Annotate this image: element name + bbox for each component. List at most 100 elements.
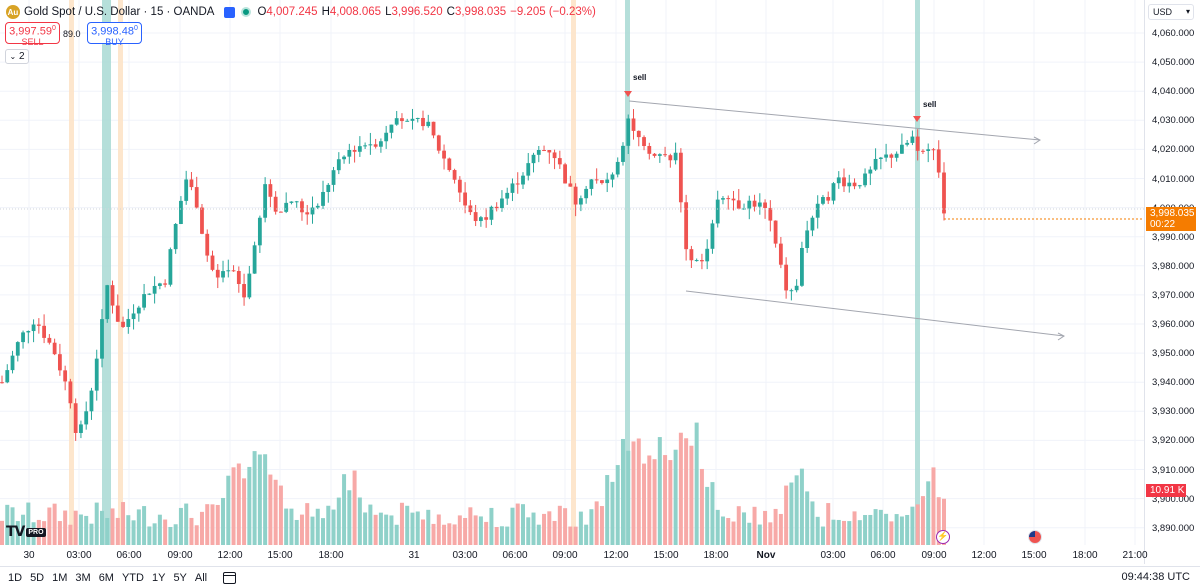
- clock[interactable]: 09:44:38 UTC: [1121, 571, 1190, 583]
- indicators-collapse-button[interactable]: ⌄ 2: [5, 49, 29, 64]
- candle-body: [315, 205, 320, 208]
- volume-bar: [394, 524, 399, 545]
- range-button-1d[interactable]: 1D: [8, 571, 23, 584]
- candle-body: [842, 177, 846, 187]
- volume-bar: [257, 454, 262, 545]
- range-button-1m[interactable]: 1M: [52, 571, 68, 584]
- price-tick-label: 3,920.000: [1152, 435, 1195, 447]
- price-tick-label: 3,900.000: [1152, 493, 1195, 505]
- time-tick-label: 15:00: [653, 550, 679, 561]
- volume-bar: [484, 521, 489, 545]
- range-button-1y[interactable]: 1Y: [151, 571, 166, 584]
- candle-body: [215, 269, 220, 278]
- sell-signal-label: sell: [923, 100, 936, 109]
- candle-body: [184, 179, 189, 201]
- candle-body: [273, 196, 278, 212]
- sell-button[interactable]: 3,997.590 SELL: [5, 22, 60, 47]
- candle-body: [442, 150, 446, 159]
- volume-bar: [342, 474, 347, 545]
- flash-icon[interactable]: ⚡: [936, 530, 950, 544]
- candle-body: [47, 337, 52, 343]
- candle-body: [26, 331, 31, 333]
- close-label: C: [446, 6, 455, 18]
- volume-bar: [926, 481, 931, 545]
- candle-body: [379, 141, 383, 147]
- volume-bar: [447, 523, 452, 545]
- candle-body: [747, 200, 752, 209]
- volume-bar: [805, 491, 810, 545]
- time-tick-label: 12:00: [971, 550, 997, 561]
- volume-bar: [778, 513, 783, 545]
- volume-bar: [105, 517, 110, 545]
- candle-body: [205, 233, 210, 256]
- price-axis[interactable]: [1144, 0, 1200, 564]
- candle-body: [173, 223, 178, 250]
- time-tick-label: 09:00: [921, 550, 947, 561]
- volume-bar: [473, 515, 478, 545]
- candle-body: [863, 173, 867, 186]
- candle-body: [831, 183, 836, 201]
- range-button-5d[interactable]: 5D: [30, 571, 45, 584]
- volume-bar: [663, 455, 668, 545]
- candle-body: [631, 118, 636, 131]
- volume-bar: [426, 509, 431, 545]
- candle-body: [736, 200, 741, 209]
- candle-body: [389, 124, 394, 133]
- volume-bar: [315, 508, 320, 545]
- candle-body: [494, 206, 499, 209]
- candle-body: [557, 158, 562, 165]
- range-button-3m[interactable]: 3M: [75, 571, 91, 584]
- us-flag-icon[interactable]: [1028, 530, 1042, 544]
- volume-bar: [610, 481, 615, 545]
- volume-bar: [273, 479, 278, 545]
- candle-body: [400, 118, 404, 122]
- volume-bar: [873, 509, 878, 545]
- price-tick-label: 4,060.000: [1152, 28, 1195, 39]
- price-chart[interactable]: sell sell: [0, 0, 1144, 564]
- candle-body: [305, 212, 310, 215]
- gold-symbol-icon: Au: [6, 5, 20, 19]
- volume-bar: [705, 486, 710, 545]
- range-button-ytd[interactable]: YTD: [121, 571, 144, 584]
- volume-bar: [310, 516, 315, 545]
- symbol-title[interactable]: Gold Spot / U.S. Dollar · 15 · OANDA: [24, 6, 215, 18]
- chart-area[interactable]: sell sell: [0, 0, 1144, 564]
- candle-body: [542, 150, 546, 152]
- volume-bar: [626, 450, 631, 545]
- calendar-icon[interactable]: [223, 571, 237, 584]
- candle-body: [547, 150, 552, 153]
- currency-select[interactable]: USD: [1148, 4, 1194, 20]
- candle-body: [294, 201, 299, 203]
- candle-body: [68, 381, 73, 404]
- volume-bar: [99, 510, 104, 545]
- volume-bar: [278, 485, 283, 545]
- candle-body: [52, 342, 57, 355]
- indicators-count: 2: [18, 51, 25, 62]
- candle-body: [357, 146, 362, 152]
- candle-body: [268, 184, 273, 197]
- candle-body: [789, 290, 794, 292]
- volume-bar: [457, 515, 462, 545]
- tradingview-logo[interactable]: TV PRO: [6, 524, 46, 540]
- range-button-5y[interactable]: 5Y: [173, 571, 187, 584]
- volume-bar: [142, 506, 147, 545]
- candle-body: [821, 197, 825, 204]
- sell-signal-icon: [624, 91, 632, 97]
- candle-body: [921, 150, 925, 152]
- candle-body: [715, 199, 720, 224]
- volume-bar: [826, 503, 831, 545]
- volume-bar: [463, 517, 468, 545]
- buy-button[interactable]: 3,998.480 BUY: [87, 22, 142, 47]
- candle-body: [352, 149, 357, 152]
- volume-bar: [915, 504, 920, 545]
- range-button-all[interactable]: All: [194, 571, 208, 584]
- volume-bar: [331, 509, 336, 545]
- volume-bar: [694, 422, 699, 545]
- candle-body: [647, 146, 652, 154]
- volume-bar: [478, 516, 483, 545]
- volume-bar: [73, 510, 78, 545]
- volume-bar: [542, 513, 547, 545]
- time-tick-label: 21:00: [1122, 550, 1148, 561]
- candle-body: [836, 177, 841, 184]
- range-button-6m[interactable]: 6M: [98, 571, 114, 584]
